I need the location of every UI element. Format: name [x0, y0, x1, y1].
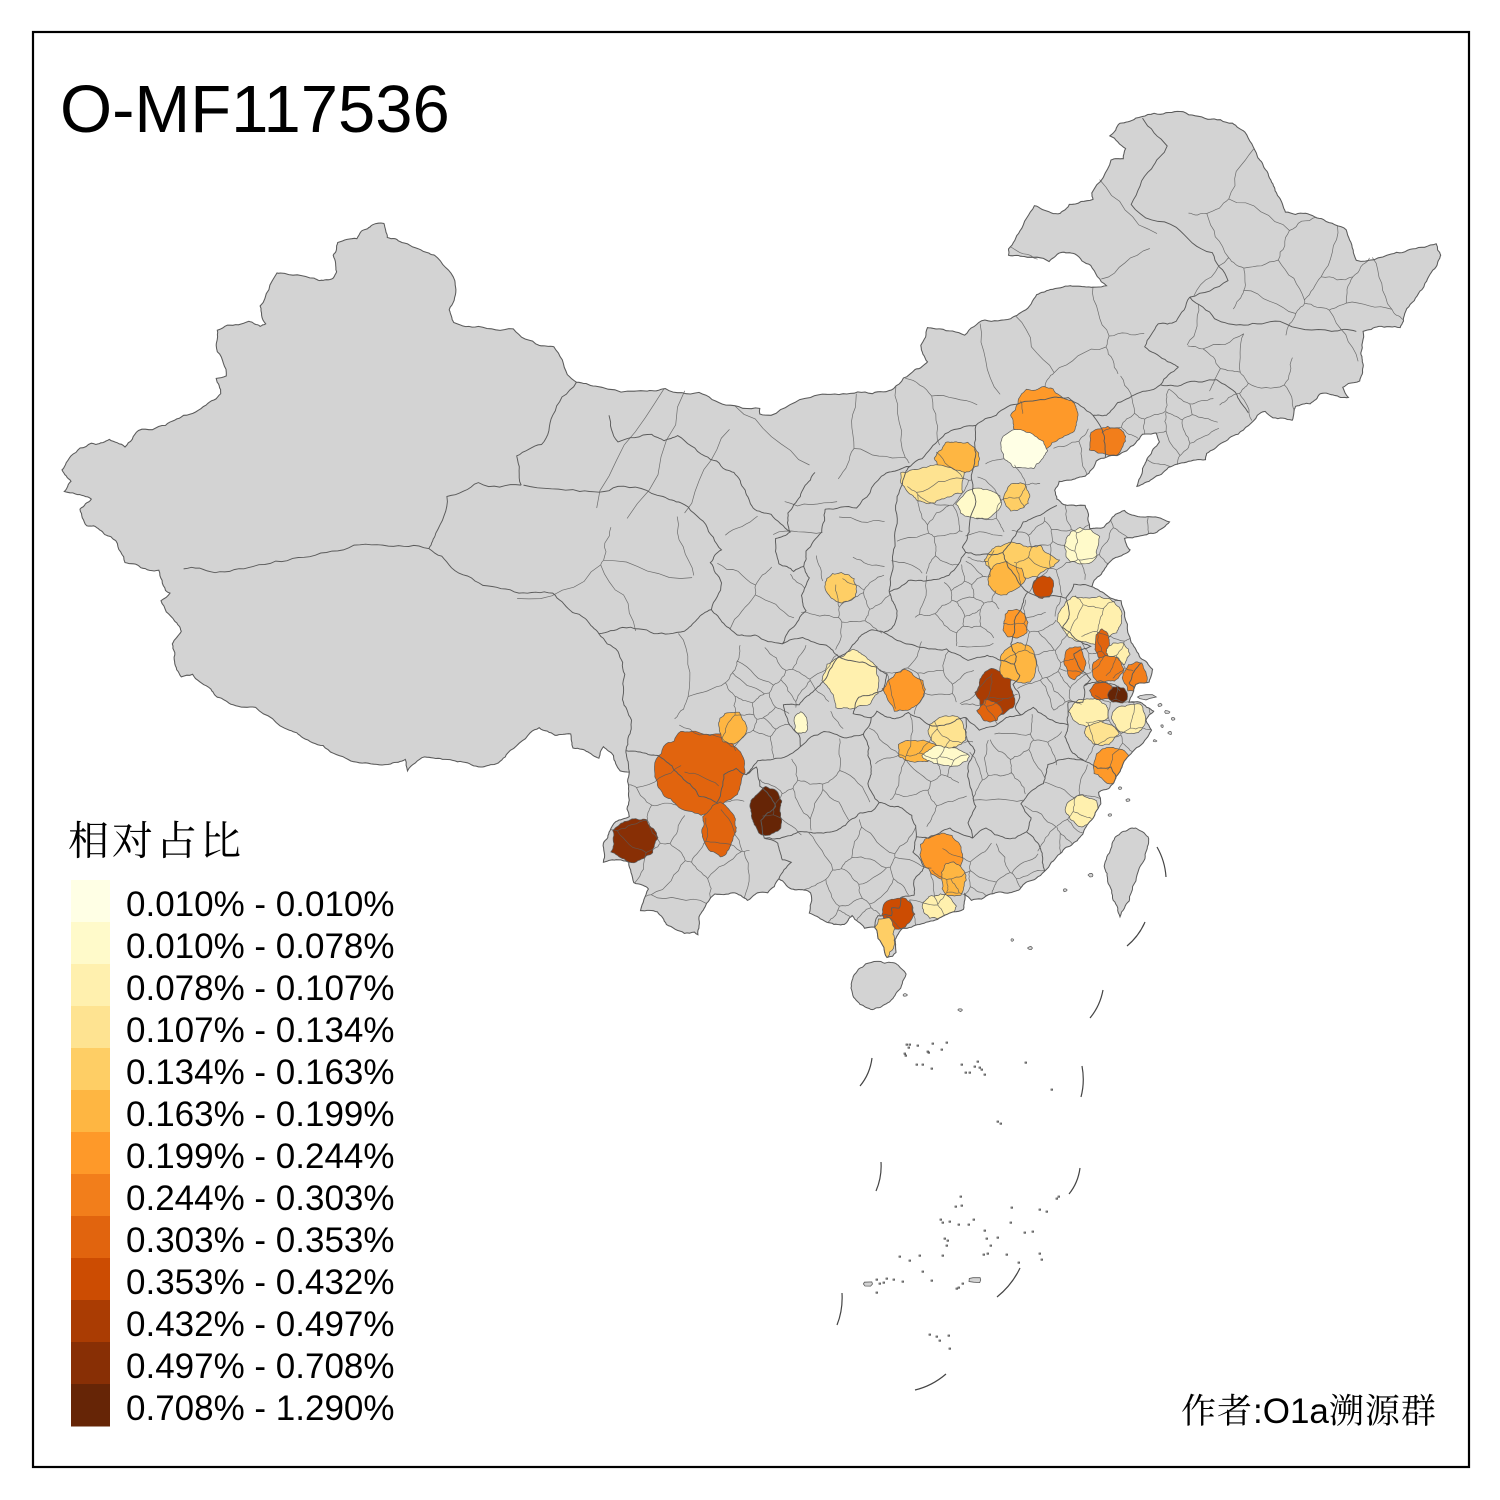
svg-text:0.134% - 0.163%: 0.134% - 0.163% [126, 1053, 395, 1092]
svg-text:0.078% - 0.107%: 0.078% - 0.107% [126, 969, 395, 1008]
svg-text:0.432% - 0.497%: 0.432% - 0.497% [126, 1305, 395, 1344]
svg-text:0.497% - 0.708%: 0.497% - 0.708% [126, 1347, 395, 1386]
svg-text:0.303% - 0.353%: 0.303% - 0.353% [126, 1221, 395, 1260]
svg-text:0.010% - 0.010%: 0.010% - 0.010% [126, 885, 395, 924]
svg-text:0.107% - 0.134%: 0.107% - 0.134% [126, 1011, 395, 1050]
svg-text::O1a: :O1a [1253, 1392, 1329, 1431]
svg-text:0.010% - 0.078%: 0.010% - 0.078% [126, 927, 395, 966]
svg-text:0.353% - 0.432%: 0.353% - 0.432% [126, 1263, 395, 1302]
svg-text:0.244% - 0.303%: 0.244% - 0.303% [126, 1179, 395, 1218]
svg-text:0.708% - 1.290%: 0.708% - 1.290% [126, 1389, 395, 1428]
svg-text:O-MF117536: O-MF117536 [60, 72, 450, 147]
svg-text:0.199% - 0.244%: 0.199% - 0.244% [126, 1137, 395, 1176]
svg-text:0.163% - 0.199%: 0.163% - 0.199% [126, 1095, 395, 1134]
